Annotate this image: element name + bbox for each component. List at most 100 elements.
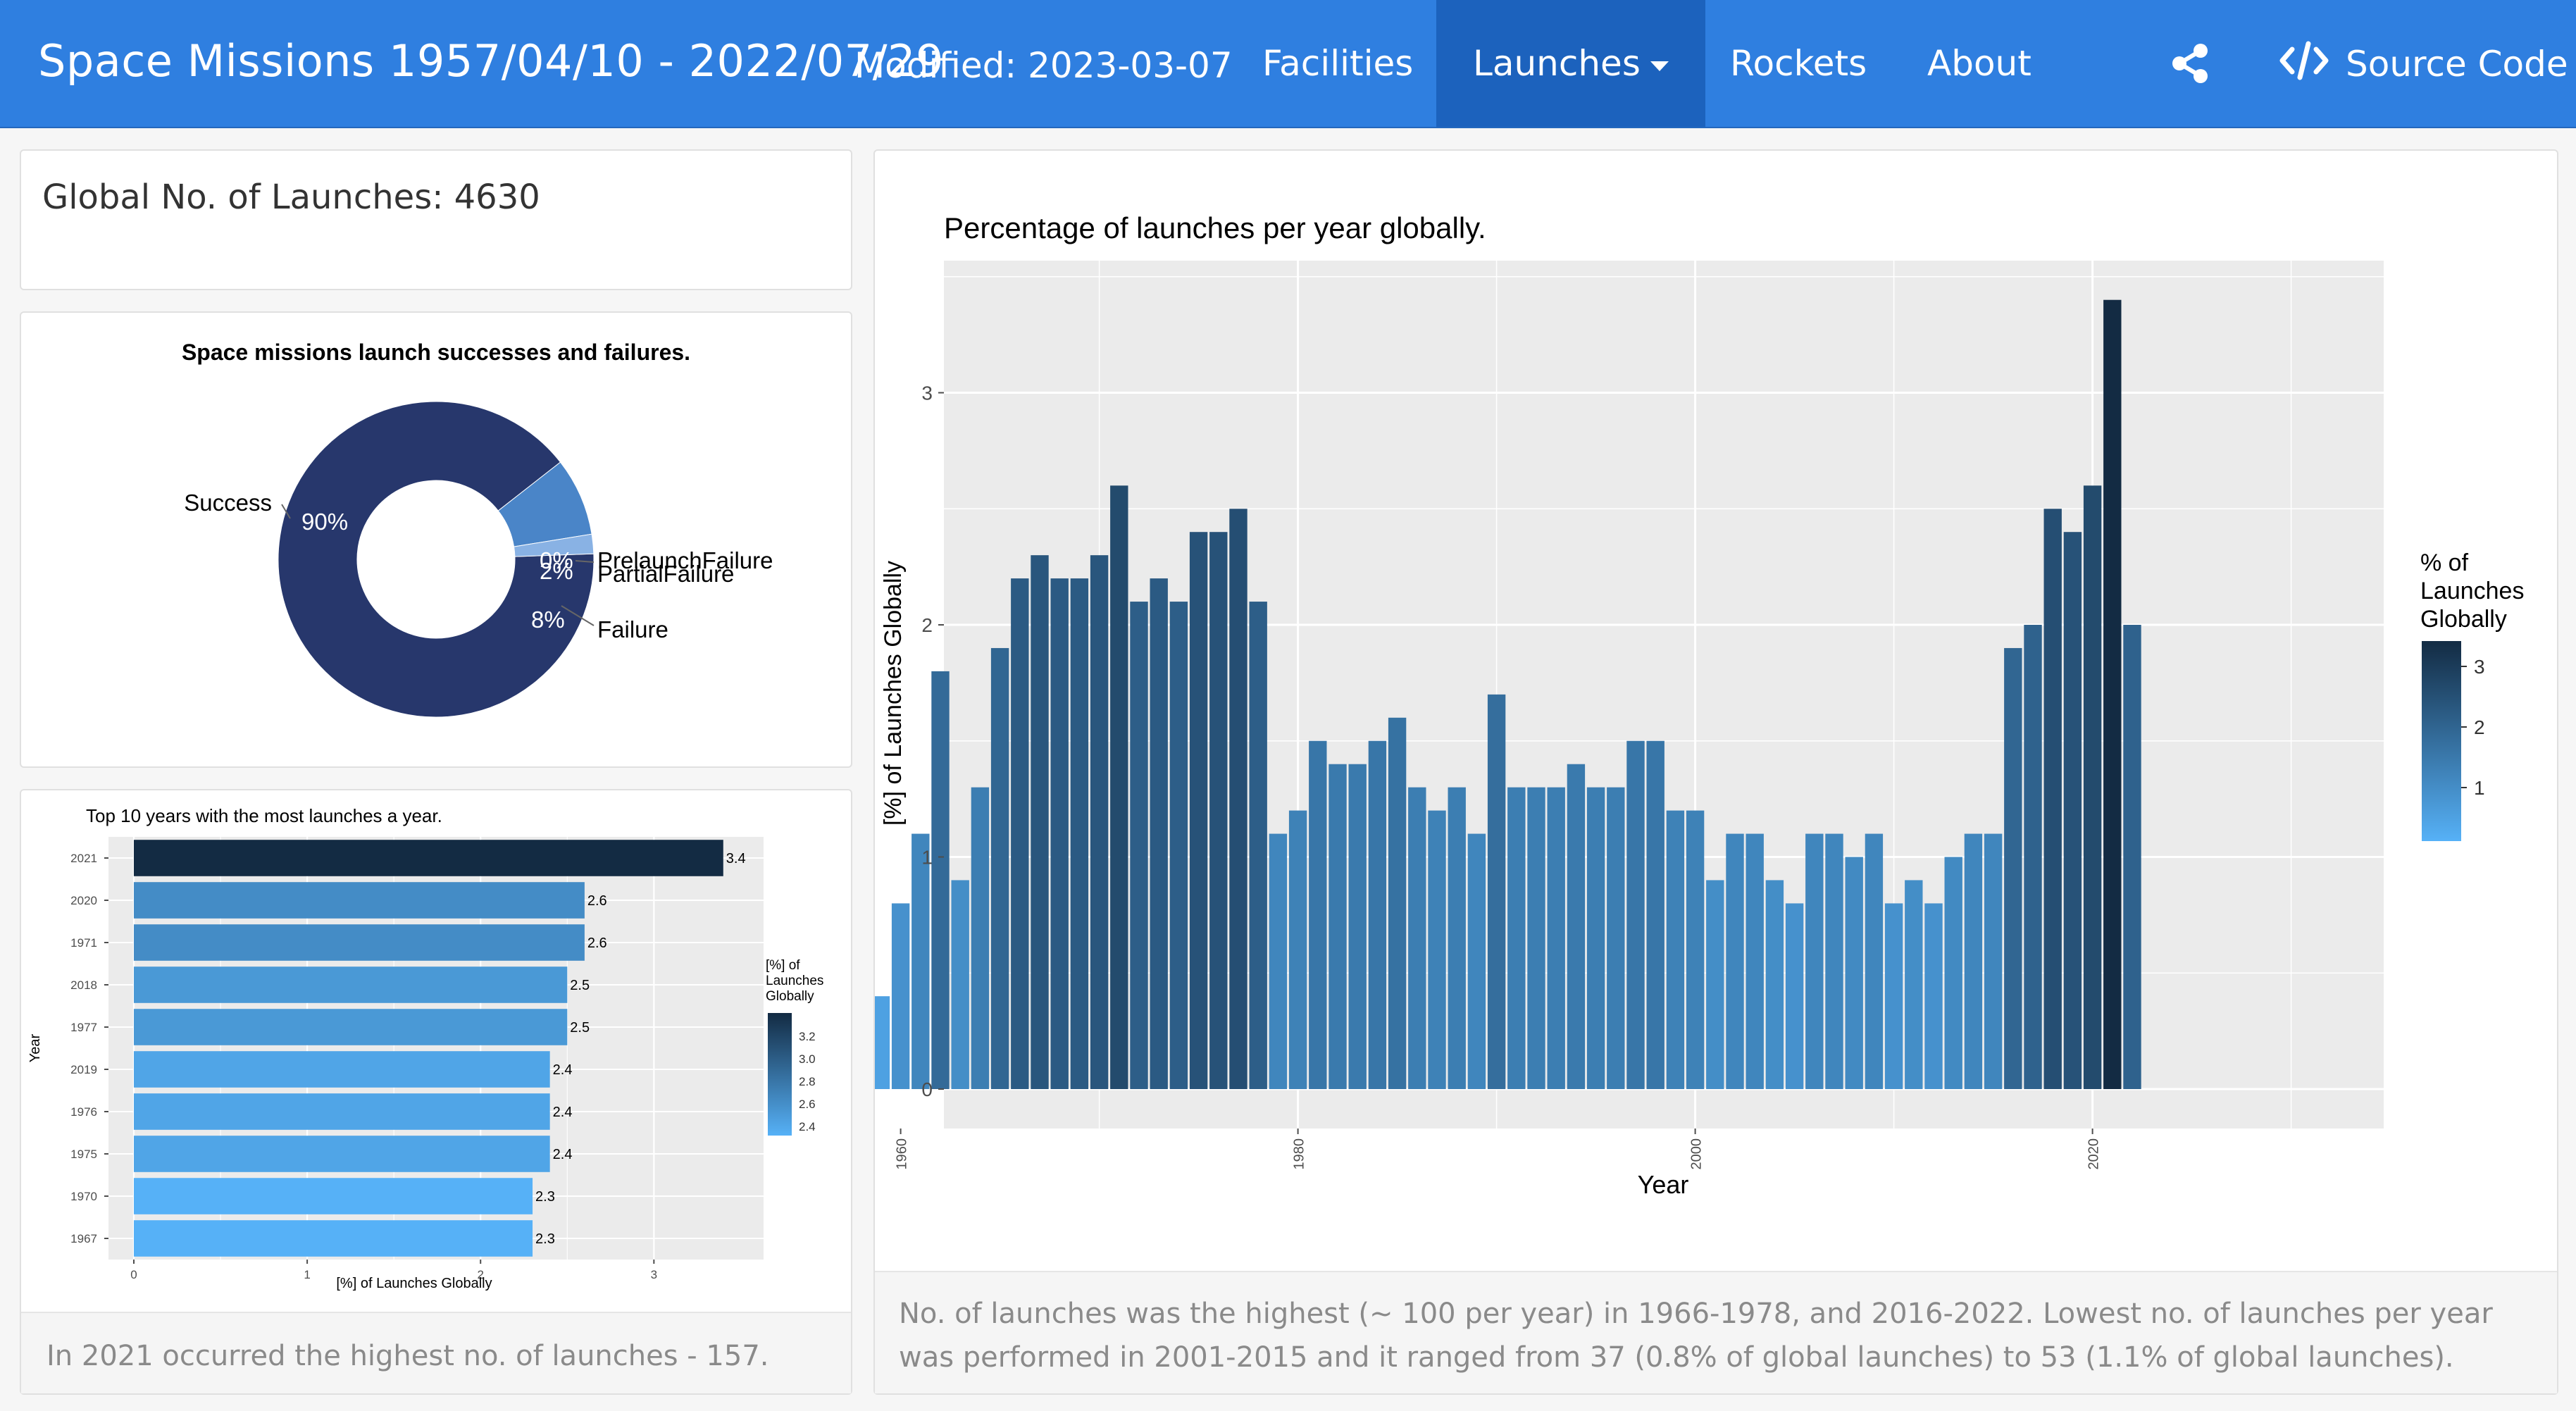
main-bar-1989: [1467, 833, 1486, 1089]
global-launches-value: Global No. of Launches: 4630: [42, 178, 540, 217]
main-bar-2011: [1905, 880, 1923, 1089]
main-bar-1959: [871, 996, 890, 1089]
main-bar-1967: [1031, 555, 1049, 1089]
main-bar-1990: [1487, 694, 1506, 1089]
main-bar-1964: [971, 787, 990, 1089]
top10-y-tick-2018: 2018: [70, 978, 97, 992]
main-bar-1986: [1408, 787, 1426, 1089]
pie-pct-failure: 8%: [531, 607, 565, 633]
top10-y-tick-1977: 1977: [70, 1021, 97, 1034]
top10-bar-label-1975: 2.4: [553, 1147, 573, 1162]
main-legend-ticks: 3 2 1: [2461, 656, 2485, 799]
nav-facilities[interactable]: Facilities: [1262, 43, 1414, 84]
main-bar-2012: [1924, 903, 1943, 1089]
main-bar-2009: [1865, 833, 1884, 1089]
main-bar-1971: [1110, 485, 1128, 1089]
main-axes: 0 1 2 3 1960 1980 2000 2020: [895, 383, 2102, 1170]
nav-about[interactable]: About: [1927, 43, 2031, 84]
top10-bar-1977: [134, 1009, 568, 1045]
top10-legend-title-2: Launches: [766, 974, 823, 988]
main-y-tick-2: 2: [921, 614, 933, 636]
main-bar-2004: [1765, 880, 1784, 1089]
main-bar-1962: [931, 671, 950, 1089]
top10-y-tick-1976: 1976: [70, 1105, 97, 1119]
top10-bars: 3.420212.620202.619712.520182.519772.420…: [70, 840, 746, 1281]
main-bar-2002: [1726, 833, 1744, 1089]
caret-down-icon: [1650, 61, 1669, 71]
top10-bar-label-2020: 2.6: [587, 893, 607, 909]
top10-bar-label-1967: 2.3: [535, 1231, 555, 1247]
app-title[interactable]: Space Missions 1957/04/10 - 2022/07/29: [38, 35, 944, 87]
main-bar-1977: [1229, 509, 1247, 1089]
main-bar-1999: [1666, 810, 1685, 1089]
main-x-tick-1980: 1980: [1292, 1138, 1307, 1170]
top10-bar-1976: [134, 1093, 550, 1130]
main-bar-1983: [1348, 764, 1367, 1089]
code-icon: [2279, 41, 2329, 80]
top10-y-tick-2021: 2021: [70, 852, 97, 865]
main-legend-colorbar: [2422, 641, 2461, 841]
top10-box: Top 10 years with the most launches a ye…: [20, 789, 852, 1395]
main-legend-title-2: Launches: [2420, 578, 2524, 604]
nav-launches-label: Launches: [1473, 43, 1641, 84]
top10-legend-tick-2-6: 2.6: [799, 1098, 816, 1111]
pie-leader-failure: [561, 605, 595, 626]
nav-launches-dropdown[interactable]: Launches: [1436, 0, 1705, 127]
nav-rockets[interactable]: Rockets: [1730, 43, 1867, 84]
main-bar-1987: [1428, 810, 1446, 1089]
main-bar-2008: [1845, 857, 1863, 1089]
pie-label-prelaunch-failure: PrelaunchFailure: [597, 547, 773, 573]
top-navbar: Space Missions 1957/04/10 - 2022/07/29 M…: [0, 0, 2576, 128]
top10-bar-label-1970: 2.3: [535, 1189, 555, 1205]
pie-pct-success: 90%: [301, 509, 348, 535]
pie-slice-success: [278, 401, 595, 718]
top10-footer-text: In 2021 occurred the highest no. of laun…: [46, 1340, 769, 1372]
pie-label-failure: Failure: [597, 616, 668, 642]
top10-legend-tick-3-0: 3.0: [799, 1052, 816, 1066]
source-code-label: Source Code: [2346, 44, 2568, 85]
main-bar-1993: [1547, 787, 1565, 1089]
top10-bar-2019: [134, 1051, 550, 1088]
top10-legend-tick-2-8: 2.8: [799, 1075, 816, 1088]
main-bar-1963: [951, 880, 969, 1089]
main-x-tick-2000: 2000: [1689, 1138, 1705, 1170]
main-bar-2021: [2103, 299, 2122, 1090]
main-x-tick-1960: 1960: [895, 1138, 910, 1170]
main-bar-1998: [1646, 740, 1665, 1089]
main-chart-box: Percentage of launches per year globally…: [832, 149, 2558, 1395]
main-bar-1982: [1329, 764, 1347, 1089]
top10-bar-label-1976: 2.4: [553, 1105, 573, 1120]
top10-bar-1967: [134, 1220, 533, 1257]
main-bar-1969: [1070, 578, 1089, 1089]
main-chart-footer: No. of launches was the highest (~ 100 p…: [875, 1271, 2557, 1393]
main-y-tick-0: 0: [921, 1079, 933, 1100]
top10-bar-1975: [134, 1136, 550, 1172]
main-bar-1997: [1626, 740, 1645, 1089]
top10-y-axis-label: Year: [27, 1033, 43, 1062]
top10-bar-label-2019: 2.4: [553, 1062, 573, 1078]
main-bar-2006: [1805, 833, 1824, 1089]
top10-y-tick-1971: 1971: [70, 936, 97, 950]
main-bar-1994: [1567, 764, 1586, 1089]
pie-chart-box: Space missions launch successes and fail…: [20, 311, 852, 768]
main-bar-1970: [1090, 555, 1109, 1089]
top10-y-tick-1975: 1975: [70, 1148, 97, 1161]
main-bar-2018: [2043, 509, 2062, 1089]
main-bar-1985: [1388, 717, 1407, 1089]
main-bar-2022: [2123, 625, 2141, 1089]
pie-label-success: Success: [184, 490, 272, 516]
main-bar-1961: [911, 833, 930, 1089]
top10-y-tick-1970: 1970: [70, 1190, 97, 1203]
main-y-tick-3: 3: [921, 383, 933, 404]
main-chart: Percentage of launches per year globally…: [832, 211, 2524, 1199]
main-x-tick-2020: 2020: [2086, 1138, 2102, 1170]
main-bar-1979: [1269, 833, 1288, 1089]
main-bar-2020: [2083, 485, 2102, 1089]
main-bar-2014: [1964, 833, 1983, 1089]
share-icon[interactable]: [2171, 44, 2210, 83]
main-legend-tick-3: 3: [2474, 656, 2485, 678]
main-y-tick-1: 1: [921, 847, 933, 869]
main-bar-1976: [1209, 532, 1228, 1089]
top10-footer: In 2021 occurred the highest no. of laun…: [21, 1312, 851, 1393]
main-bar-2019: [2063, 532, 2082, 1089]
